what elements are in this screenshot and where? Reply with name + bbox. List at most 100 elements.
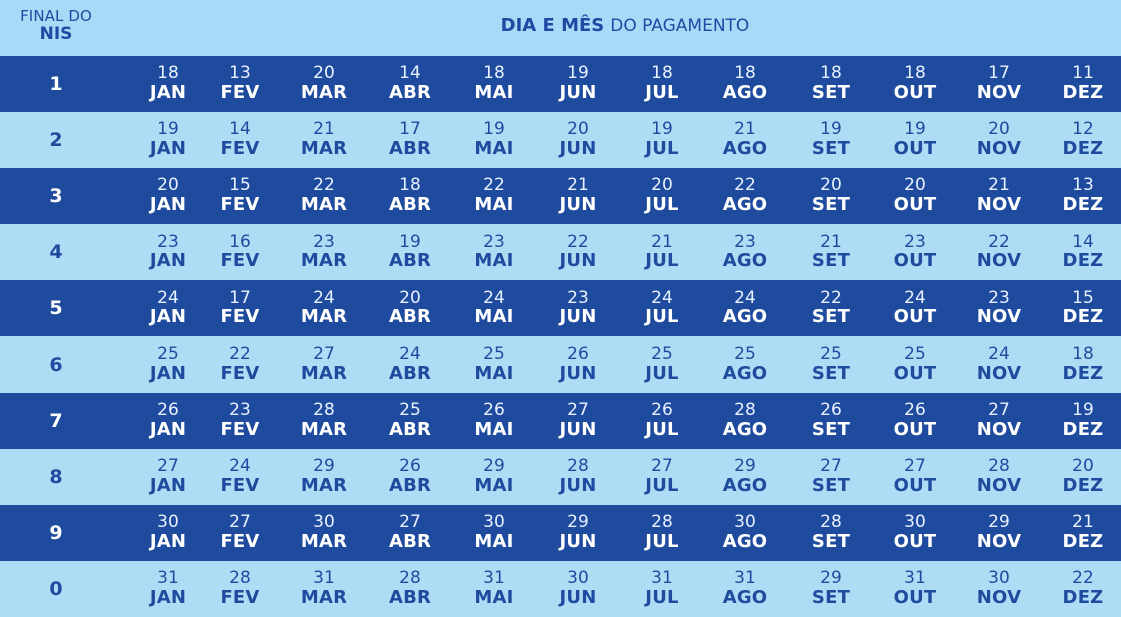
payment-date-cell: 18 SET [789, 56, 873, 112]
payment-date-cell: 28 FEV [198, 561, 282, 617]
payment-date-cell: 24 NOV [957, 336, 1041, 392]
payment-date-cell: 22 SET [789, 280, 873, 336]
payment-month: AGO [722, 306, 768, 328]
payment-day: 24 [229, 455, 251, 476]
payment-day: 12 [1072, 119, 1094, 140]
payment-date-cell: 11 DEZ [1041, 56, 1121, 112]
payment-date-cell: 25 JUL [620, 336, 704, 392]
payment-day: 23 [229, 399, 251, 420]
payment-date-cell: 29 NOV [957, 505, 1041, 561]
payment-month: JAN [149, 362, 187, 384]
payment-day: 22 [820, 287, 842, 308]
payment-month: MAR [300, 306, 348, 328]
payment-day: 18 [399, 175, 421, 196]
payment-day: 23 [157, 231, 179, 252]
payment-day: 22 [988, 231, 1010, 252]
payment-month: MAI [474, 362, 514, 384]
payment-month: JUL [645, 418, 679, 440]
payment-date-cell: 27 JUL [620, 449, 704, 505]
payment-date-cell: 20 OUT [873, 168, 957, 224]
payment-date-cell: 27 ABR [368, 505, 452, 561]
payment-month: NOV [976, 82, 1022, 104]
payment-date-cell: 20 DEZ [1041, 449, 1121, 505]
payment-date-cell: 25 SET [789, 336, 873, 392]
payment-month: MAR [300, 586, 348, 608]
payment-day: 18 [820, 63, 842, 84]
payment-date-cell: 26 JUN [536, 336, 620, 392]
payment-date-cell: 22 JUN [536, 224, 620, 280]
payment-month: ABR [388, 250, 432, 272]
payment-month: JUN [559, 418, 597, 440]
payment-month: JAN [149, 586, 187, 608]
payment-day: 22 [567, 231, 589, 252]
nis-digit: 2 [49, 129, 63, 152]
payment-month: JUN [559, 194, 597, 216]
payment-date-cell: 21 JUN [536, 168, 620, 224]
payment-day: 19 [399, 231, 421, 252]
payment-day: 27 [904, 455, 926, 476]
payment-date-cell: 31 OUT [873, 561, 957, 617]
payment-day: 30 [157, 511, 179, 532]
nis-digit: 1 [49, 73, 63, 96]
payment-month: MAI [474, 474, 514, 496]
payment-month: OUT [893, 586, 937, 608]
payment-month: NOV [976, 418, 1022, 440]
payment-date-cell: 20 MAR [282, 56, 366, 112]
payment-day: 30 [988, 568, 1010, 589]
payment-month: ABR [388, 194, 432, 216]
payment-day: 19 [651, 119, 673, 140]
payment-day: 28 [651, 511, 673, 532]
payment-day: 15 [229, 175, 251, 196]
payment-month: FEV [220, 530, 260, 552]
payment-date-cell: 18 DEZ [1041, 336, 1121, 392]
payment-day: 23 [734, 231, 756, 252]
payment-month: MAI [474, 586, 514, 608]
payment-day: 30 [904, 511, 926, 532]
payment-day: 27 [988, 399, 1010, 420]
payment-day: 27 [399, 511, 421, 532]
payment-month: MAI [474, 250, 514, 272]
payment-date-cell: 30 MAI [452, 505, 536, 561]
nis-digit: 3 [49, 185, 63, 208]
payment-day: 28 [229, 568, 251, 589]
payment-month: JAN [149, 306, 187, 328]
payment-day: 31 [313, 568, 335, 589]
payment-date-cell: 23 AGO [703, 224, 787, 280]
payment-month: FEV [220, 194, 260, 216]
payment-month: MAR [300, 474, 348, 496]
payment-day: 27 [820, 455, 842, 476]
payment-month: JUL [645, 306, 679, 328]
payment-date-cell: 22 NOV [957, 224, 1041, 280]
payment-date-cell: 23 FEV [198, 393, 282, 449]
payment-month: FEV [220, 474, 260, 496]
payment-month: JAN [149, 418, 187, 440]
payment-date-cell: 18 ABR [368, 168, 452, 224]
payment-day: 20 [651, 175, 673, 196]
nis-digit: 9 [49, 521, 63, 544]
payment-day: 26 [399, 455, 421, 476]
payment-month: ABR [388, 474, 432, 496]
payment-day: 18 [651, 63, 673, 84]
payment-date-cell: 28 JUN [536, 449, 620, 505]
payment-month: JUN [559, 250, 597, 272]
payment-day: 31 [651, 568, 673, 589]
payment-month: JUN [559, 138, 597, 160]
payment-day: 25 [157, 343, 179, 364]
payment-day: 14 [229, 119, 251, 140]
payment-day: 30 [567, 568, 589, 589]
payment-day: 21 [734, 119, 756, 140]
payment-month: MAR [300, 362, 348, 384]
payment-month: DEZ [1062, 530, 1104, 552]
payment-date-cell: 19 JAN [126, 112, 210, 168]
payment-date-cell: 24 ABR [368, 336, 452, 392]
payment-day: 18 [1072, 343, 1094, 364]
payment-day: 16 [229, 231, 251, 252]
payment-month: JUN [559, 530, 597, 552]
payment-month: NOV [976, 586, 1022, 608]
payment-month: FEV [220, 362, 260, 384]
payment-month: AGO [722, 586, 768, 608]
payment-month: JUN [559, 586, 597, 608]
payment-day: 23 [904, 231, 926, 252]
payment-month: NOV [976, 474, 1022, 496]
